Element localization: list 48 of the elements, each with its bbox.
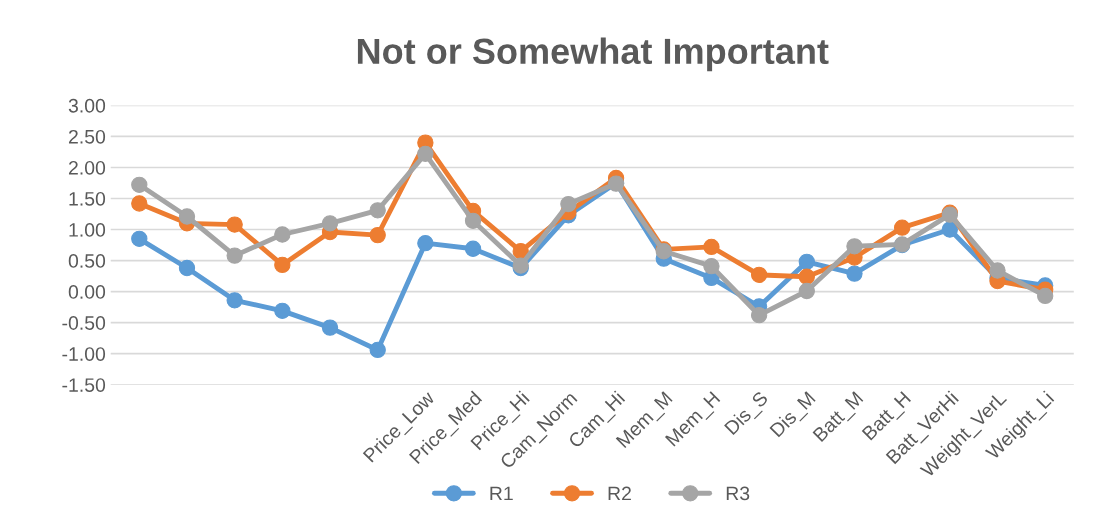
point (131, 195, 148, 212)
y-tick-label: 3.00 (68, 98, 106, 113)
point (131, 230, 148, 248)
point (798, 268, 815, 285)
point (941, 221, 958, 238)
point (178, 208, 196, 225)
point (464, 212, 482, 230)
y-tick-label: 2.50 (68, 129, 106, 144)
y-tick-label: 2.00 (68, 160, 106, 175)
point (417, 145, 434, 162)
point (893, 219, 911, 236)
point (798, 253, 815, 270)
point (846, 238, 863, 255)
point (274, 226, 291, 243)
point (1037, 287, 1054, 305)
point (417, 235, 434, 252)
y-tick-label: 0.50 (68, 254, 106, 268)
y-tick-label: -1.50 (62, 378, 106, 392)
legend-label: R3 (726, 486, 750, 501)
point (321, 319, 339, 336)
y-tick-label: 1.00 (69, 223, 106, 237)
chart-title: Not or Somewhat Important (357, 37, 829, 72)
point (369, 226, 386, 244)
point (274, 302, 291, 320)
point (369, 202, 386, 219)
y-tick-label: -1.00 (62, 347, 106, 361)
point (226, 292, 243, 309)
point (750, 266, 768, 284)
point (560, 195, 577, 213)
point (226, 247, 243, 264)
y-tick-label: -0.50 (62, 316, 106, 330)
point (750, 307, 768, 324)
point (226, 216, 243, 233)
point (703, 258, 720, 275)
point (464, 240, 482, 257)
point (178, 259, 196, 277)
y-tick-label: 0.00 (68, 285, 106, 299)
point (369, 341, 386, 359)
point (846, 265, 863, 282)
legend-label: R2 (608, 486, 631, 501)
point (798, 282, 815, 300)
point (321, 215, 339, 232)
point (989, 262, 1006, 279)
point (131, 176, 148, 194)
legend-label: R1 (490, 486, 513, 501)
point (703, 238, 720, 256)
y-tick-label: 1.50 (69, 191, 106, 206)
point (274, 256, 291, 274)
